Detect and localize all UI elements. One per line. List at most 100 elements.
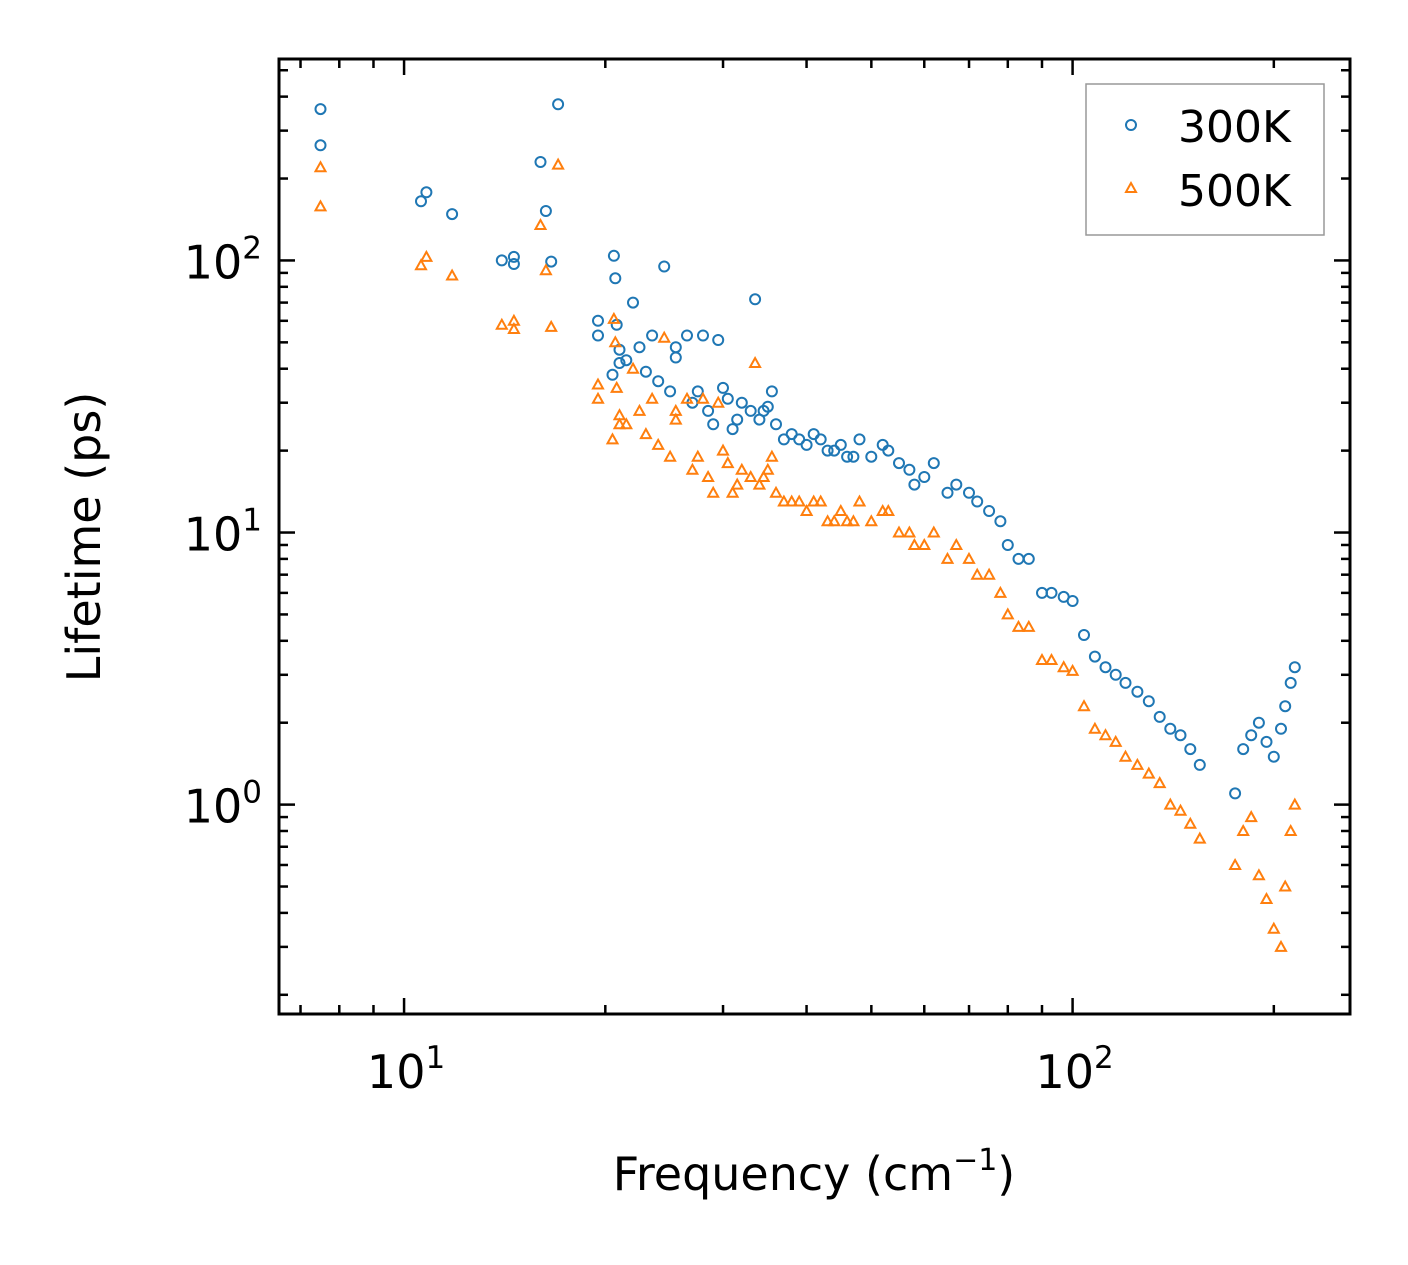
data-point-300k <box>707 418 720 431</box>
data-point-500k <box>544 319 558 332</box>
legend-label-500k: 500K <box>1178 166 1292 217</box>
data-point-300k <box>882 444 895 457</box>
data-point-500k <box>927 525 941 538</box>
x-tick-label-exp: 2 <box>1094 1040 1114 1076</box>
data-point-300k <box>1260 735 1273 748</box>
data-point-500k <box>777 494 791 507</box>
data-point-500k <box>1130 757 1145 770</box>
y-tick-label-exp: 0 <box>242 775 262 811</box>
data-point-300k <box>1119 676 1132 689</box>
data-point-300k <box>446 208 459 221</box>
x-tick-label-base: 10 <box>1035 1045 1094 1099</box>
data-point-300k <box>1001 539 1014 551</box>
data-point-500k <box>962 551 976 564</box>
data-point-300k <box>1078 629 1090 641</box>
data-point-300k <box>1275 722 1287 735</box>
data-point-500k <box>1163 797 1177 810</box>
data-point-500k <box>1001 607 1015 620</box>
data-point-500k <box>619 417 633 430</box>
data-point-500k <box>1118 749 1133 762</box>
data-point-300k <box>765 385 778 398</box>
x-axis-label: Frequency (cm−1) <box>613 1143 1016 1201</box>
data-point-500k <box>852 494 867 507</box>
x-tick-label-base: 10 <box>367 1045 426 1099</box>
data-point-500k <box>1044 652 1059 665</box>
data-point-500k <box>1228 857 1242 870</box>
data-point-500k <box>970 567 984 580</box>
data-point-300k <box>609 272 622 285</box>
data-point-300k <box>652 375 665 388</box>
data-point-500k <box>626 361 640 374</box>
data-point-500k <box>881 503 895 516</box>
data-point-500k <box>610 380 624 393</box>
data-point-500k <box>785 494 799 507</box>
data-point-500k <box>591 391 605 404</box>
data-point-500k <box>748 355 762 368</box>
data-point-300k <box>971 495 984 508</box>
data-point-300k <box>721 392 734 405</box>
data-point-500k <box>680 391 694 404</box>
data-point-500k <box>1236 823 1250 836</box>
data-point-500k <box>769 485 783 498</box>
ticks-layer <box>279 59 1350 1014</box>
data-point-500k <box>495 317 509 330</box>
data-point-500k <box>313 199 328 212</box>
y-tick-label: 101 <box>184 503 262 562</box>
data-point-500k <box>834 503 848 516</box>
data-point-500k <box>1142 766 1156 779</box>
data-point-300k <box>893 457 905 470</box>
data-point-500k <box>591 377 605 390</box>
data-point-500k <box>902 525 917 538</box>
data-point-500k <box>792 494 806 507</box>
data-point-300k <box>495 254 508 267</box>
data-point-500k <box>608 335 622 348</box>
data-point-500k <box>1183 816 1197 829</box>
data-point-500k <box>1274 939 1288 952</box>
data-point-300k <box>1245 729 1258 742</box>
data-point-500k <box>761 462 775 475</box>
data-point-300k <box>620 354 633 367</box>
data-point-300k <box>627 296 639 309</box>
data-point-500k <box>807 494 821 507</box>
data-point-500k <box>657 330 671 343</box>
data-point-500k <box>765 449 779 462</box>
data-point-500k <box>685 462 700 475</box>
data-point-300k <box>613 357 626 369</box>
data-point-300k <box>726 423 739 436</box>
data-point-300k <box>1045 586 1058 599</box>
data-point-500k <box>892 525 906 538</box>
data-point-300k <box>903 463 916 476</box>
data-point-300k <box>1022 552 1035 565</box>
data-point-300k <box>545 255 558 268</box>
data-point-300k <box>1131 685 1144 698</box>
y-tick-label-base: 10 <box>184 780 243 834</box>
data-point-500k <box>993 585 1008 598</box>
data-point-500k <box>1153 776 1167 789</box>
data-point-300k <box>712 334 725 346</box>
data-point-300k <box>669 351 682 364</box>
data-point-500k <box>1011 619 1026 632</box>
data-point-500k <box>706 485 720 498</box>
data-point-300k <box>950 478 963 491</box>
data-point-300k <box>994 515 1007 528</box>
data-point-300k <box>1279 700 1292 713</box>
data-point-500k <box>820 514 835 527</box>
data-point-500k <box>1057 660 1071 673</box>
data-point-300k <box>876 438 889 451</box>
data-point-500k <box>696 391 710 404</box>
data-point-500k <box>645 391 659 404</box>
y-tick-label: 102 <box>184 230 262 289</box>
data-point-300k <box>552 98 565 111</box>
data-point-500k <box>1284 823 1298 836</box>
data-point-500k <box>551 157 565 170</box>
x-tick-label: 102 <box>1035 1040 1113 1099</box>
data-point-300k <box>853 433 866 446</box>
data-point-300k <box>1229 787 1242 800</box>
y-tick-label-exp: 2 <box>242 230 262 266</box>
data-point-300k <box>314 139 327 152</box>
data-point-500k <box>940 551 955 564</box>
data-point-300k <box>865 450 878 463</box>
data-point-500k <box>840 514 854 527</box>
legend-frame <box>1085 83 1325 236</box>
data-point-300k <box>834 438 847 451</box>
